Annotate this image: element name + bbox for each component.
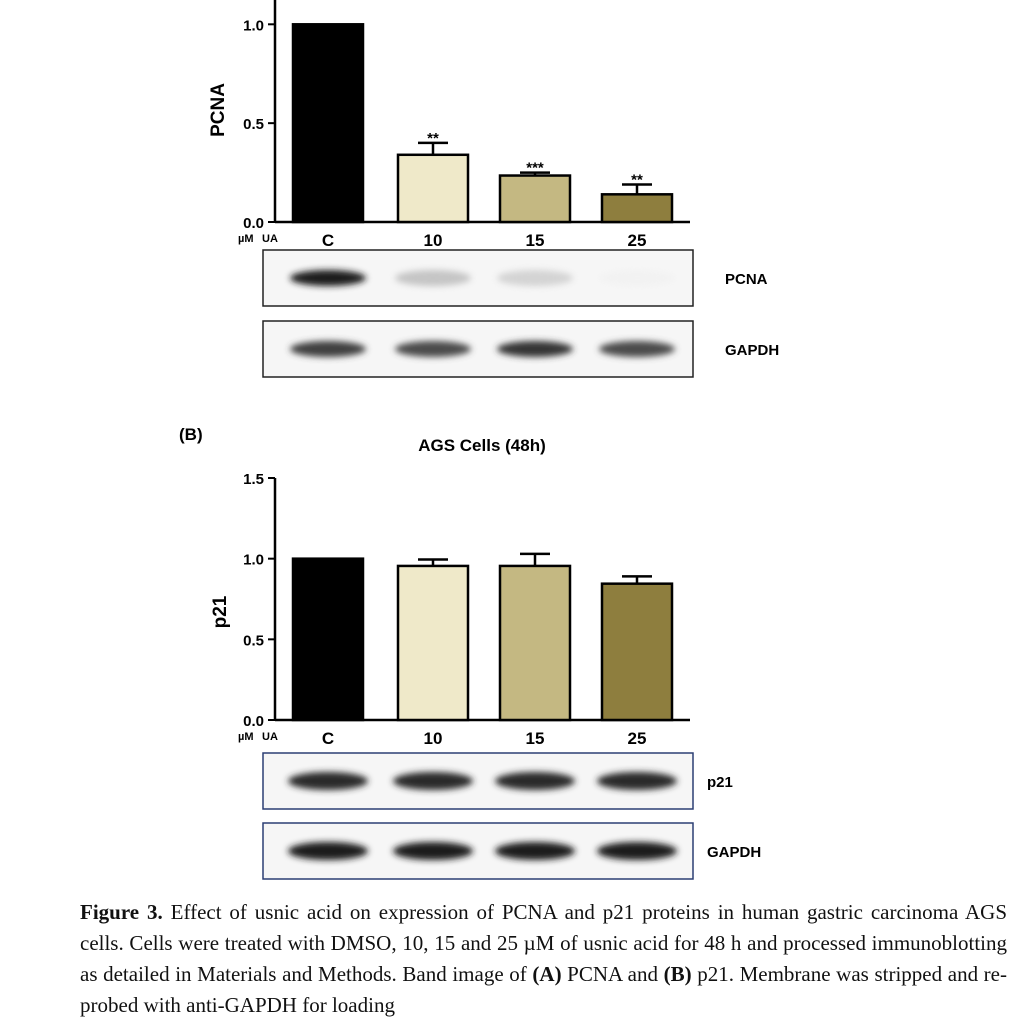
- blot-band-gapdh-25: [597, 842, 677, 860]
- panel-a-y-axis-label: PCNA: [208, 83, 229, 137]
- panel-a-unit-label: µM: [238, 233, 254, 245]
- panel-a: 0.0 0.5 1.0 C ** 10 *** 15 ** 25 PCNA µM UA PCNA G…: [208, 0, 779, 378]
- caption-label-a: (A): [532, 962, 562, 986]
- blot-band-p21-10: [393, 772, 473, 790]
- panel-b-agent-label: UA: [262, 731, 278, 743]
- bar-25: [600, 193, 674, 224]
- x-tick-label-10: 10: [424, 729, 443, 748]
- blot-band-pcna-15: [497, 270, 573, 286]
- y-tick-label: 1.0: [243, 552, 264, 569]
- blot-label-gapdh: GAPDH: [707, 844, 761, 861]
- panel-b-title: AGS Cells (48h): [418, 436, 546, 455]
- x-tick-label-C: C: [322, 231, 334, 250]
- panel-a-blots: PCNA GAPDH: [262, 249, 779, 378]
- bar-10: [396, 564, 470, 722]
- blot-band-gapdh-C: [290, 341, 366, 357]
- x-tick-label-15: 15: [526, 231, 545, 250]
- panel-b-plot: 0.0 0.5 1.0 1.5 C 10 15 25: [243, 471, 690, 748]
- significance-marker-15: ***: [526, 160, 544, 177]
- panel-b: (B) AGS Cells (48h) 0.00.51.01.5C 10 15 25 …: [179, 425, 761, 880]
- bar-C: [291, 557, 365, 722]
- x-tick-label-25: 25: [628, 729, 647, 748]
- caption-text-2: PCNA and: [561, 962, 664, 986]
- x-tick-label-C: C: [322, 729, 334, 748]
- y-tick-label: 1.5: [243, 471, 264, 488]
- bar-C: [291, 23, 365, 224]
- blot-band-gapdh-15: [497, 341, 573, 357]
- figure-canvas: 0.0 0.5 1.0 C ** 10 *** 15 ** 25 PCNA µM UA PCNA G…: [179, 0, 779, 880]
- bar-15: [498, 564, 572, 722]
- significance-marker-10: **: [427, 130, 439, 147]
- bar-10: [396, 153, 470, 224]
- blot-label-pcna: PCNA: [725, 271, 768, 288]
- panel-b-y-axis-label: p21: [210, 595, 231, 628]
- blot-band-gapdh-10: [395, 341, 471, 357]
- x-tick-label-15: 15: [526, 729, 545, 748]
- caption-text-1: Effect of usnic acid on expression of PC…: [80, 900, 1007, 986]
- blot-label-gapdh: GAPDH: [725, 342, 779, 359]
- blot-band-p21-15: [495, 772, 575, 790]
- panel-a-agent-label: UA: [262, 233, 278, 245]
- panel-b-unit-label: µM: [238, 731, 254, 743]
- blot-band-gapdh-C: [288, 842, 368, 860]
- y-tick-label: 0.5: [243, 632, 264, 649]
- blot-band-pcna-25: [599, 270, 675, 286]
- y-tick-label: 0.0: [243, 713, 264, 730]
- blot-band-pcna-10: [395, 270, 471, 286]
- panel-b-label: (B): [179, 425, 203, 444]
- blot-band-gapdh-25: [599, 341, 675, 357]
- x-tick-label-25: 25: [628, 231, 647, 250]
- bar-25: [600, 582, 674, 722]
- bar-15: [498, 174, 572, 224]
- blot-band-p21-25: [597, 772, 677, 790]
- y-tick-label: 0.0: [243, 215, 264, 232]
- caption-label-b: (B): [663, 962, 692, 986]
- figure-caption: Figure 3. Effect of usnic acid on expres…: [80, 897, 1007, 1021]
- blot-band-gapdh-10: [393, 842, 473, 860]
- y-tick-label: 1.0: [243, 17, 264, 34]
- x-tick-label-10: 10: [424, 231, 443, 250]
- y-tick-label: 0.5: [243, 116, 264, 133]
- blot-band-gapdh-15: [495, 842, 575, 860]
- blot-label-p21: p21: [707, 774, 733, 791]
- significance-marker-25: **: [631, 171, 643, 188]
- blot-band-pcna-C: [290, 270, 366, 286]
- panel-b-blots: p21 GAPDH: [262, 752, 761, 880]
- panel-a-plot: 0.0 0.5 1.0 C ** 10 *** 15 ** 25: [243, 0, 690, 250]
- caption-text-3: p21. Membrane was stripped and re-probed…: [80, 962, 1007, 1017]
- caption-figure-label: Figure 3.: [80, 900, 163, 924]
- blot-band-p21-C: [288, 772, 368, 790]
